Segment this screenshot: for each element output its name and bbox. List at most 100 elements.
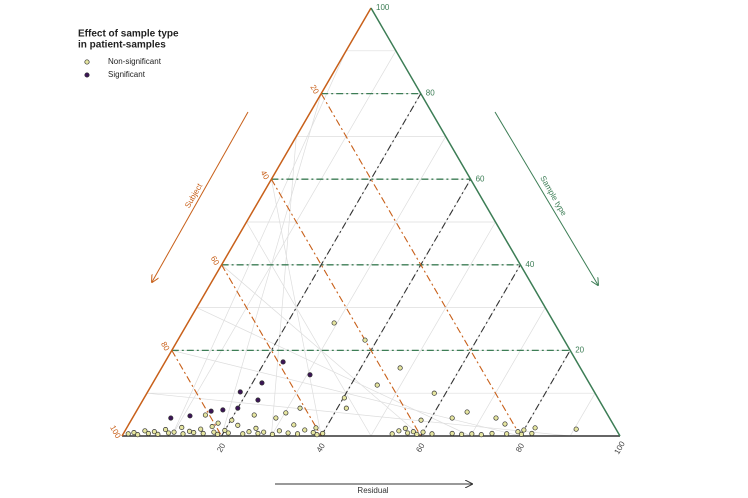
data-point xyxy=(449,415,455,421)
subject-grid-line xyxy=(171,350,223,437)
data-point xyxy=(222,427,228,433)
residual-tick-label: 80 xyxy=(514,441,527,454)
data-point xyxy=(310,430,316,436)
data-point xyxy=(320,430,326,436)
data-point xyxy=(235,405,241,411)
data-point xyxy=(343,405,349,411)
data-point xyxy=(280,359,286,365)
data-point xyxy=(125,431,131,437)
legend-label: Significant xyxy=(108,70,146,79)
subject-grid-line xyxy=(320,93,521,437)
data-point xyxy=(220,407,226,413)
subject-tick-label: 100 xyxy=(108,424,123,441)
data-point xyxy=(331,320,337,326)
data-point xyxy=(186,428,193,434)
data-point xyxy=(397,365,403,371)
subject-tick-label: 40 xyxy=(259,169,272,182)
data-point xyxy=(253,425,259,431)
data-point xyxy=(202,412,208,418)
data-point xyxy=(168,415,174,421)
legend-title: Effect of sample type xyxy=(78,29,179,40)
data-point xyxy=(302,427,308,433)
sample-type-arrow xyxy=(494,111,598,285)
data-point xyxy=(215,431,221,437)
data-point xyxy=(246,429,252,435)
data-point xyxy=(291,422,297,428)
data-point xyxy=(283,410,289,416)
data-point xyxy=(307,372,313,378)
subject-grid-line xyxy=(221,264,322,437)
data-point xyxy=(211,429,217,435)
data-point xyxy=(431,390,437,396)
data-point xyxy=(285,430,291,436)
data-point xyxy=(464,409,470,415)
minor-grid-line xyxy=(271,136,447,437)
data-point xyxy=(478,432,484,438)
data-point xyxy=(573,426,579,432)
data-point xyxy=(191,430,197,436)
data-point xyxy=(341,395,347,401)
data-point xyxy=(155,431,161,437)
data-point xyxy=(225,430,231,436)
data-point xyxy=(255,397,261,403)
sample-type-tick-label: 100 xyxy=(376,3,390,12)
data-point xyxy=(135,432,141,438)
data-point xyxy=(166,430,172,436)
subject-tick-label: 20 xyxy=(308,83,321,96)
data-point xyxy=(405,430,411,436)
minor-grid-line xyxy=(470,307,546,437)
data-point xyxy=(142,428,148,434)
data-point xyxy=(418,417,424,423)
subject-axis xyxy=(121,7,372,437)
data-point xyxy=(518,431,524,437)
subject-arrow xyxy=(152,111,249,282)
data-point xyxy=(502,421,508,427)
minor-grid-line xyxy=(221,264,422,437)
sample-type-tick-label: 60 xyxy=(476,174,485,183)
data-point xyxy=(179,424,185,430)
residual-tick-label: 40 xyxy=(315,441,328,454)
sample-type-tick-label: 40 xyxy=(525,260,534,269)
data-point xyxy=(374,382,380,388)
data-point xyxy=(180,431,186,437)
data-point xyxy=(504,431,510,437)
data-point xyxy=(469,431,475,437)
data-point xyxy=(276,428,282,434)
data-point xyxy=(414,431,420,437)
subject-tick-label: 60 xyxy=(209,254,222,267)
data-point xyxy=(259,380,265,386)
minor-grid-line xyxy=(146,392,571,437)
data-point xyxy=(171,429,177,435)
data-point xyxy=(187,413,193,419)
data-point xyxy=(515,429,521,435)
data-point xyxy=(532,425,538,431)
residual-grid-line xyxy=(519,350,571,437)
sample-type-axis xyxy=(370,7,621,437)
residual-tick-label: 100 xyxy=(612,439,627,456)
data-point xyxy=(163,427,169,433)
data-point xyxy=(314,432,320,438)
legend-marker xyxy=(84,59,90,65)
data-point xyxy=(269,431,275,437)
residual-grid-line xyxy=(420,264,521,437)
residual-tick-label: 20 xyxy=(215,441,228,454)
residual-tick-label: 60 xyxy=(414,441,427,454)
legend-title: in patient-samples xyxy=(78,40,166,51)
data-point xyxy=(131,430,137,436)
data-point xyxy=(251,412,257,418)
data-point xyxy=(429,431,435,437)
data-point xyxy=(410,429,416,435)
minor-grid-line xyxy=(246,221,372,437)
data-point xyxy=(529,430,535,436)
residual-grid-line xyxy=(320,178,472,437)
data-point xyxy=(198,426,204,432)
data-point xyxy=(151,429,157,435)
data-point xyxy=(294,431,301,437)
subject-tick-label: 80 xyxy=(159,340,172,353)
data-point xyxy=(200,430,206,436)
data-point xyxy=(255,430,261,436)
data-point xyxy=(237,389,243,395)
data-point xyxy=(297,405,303,411)
